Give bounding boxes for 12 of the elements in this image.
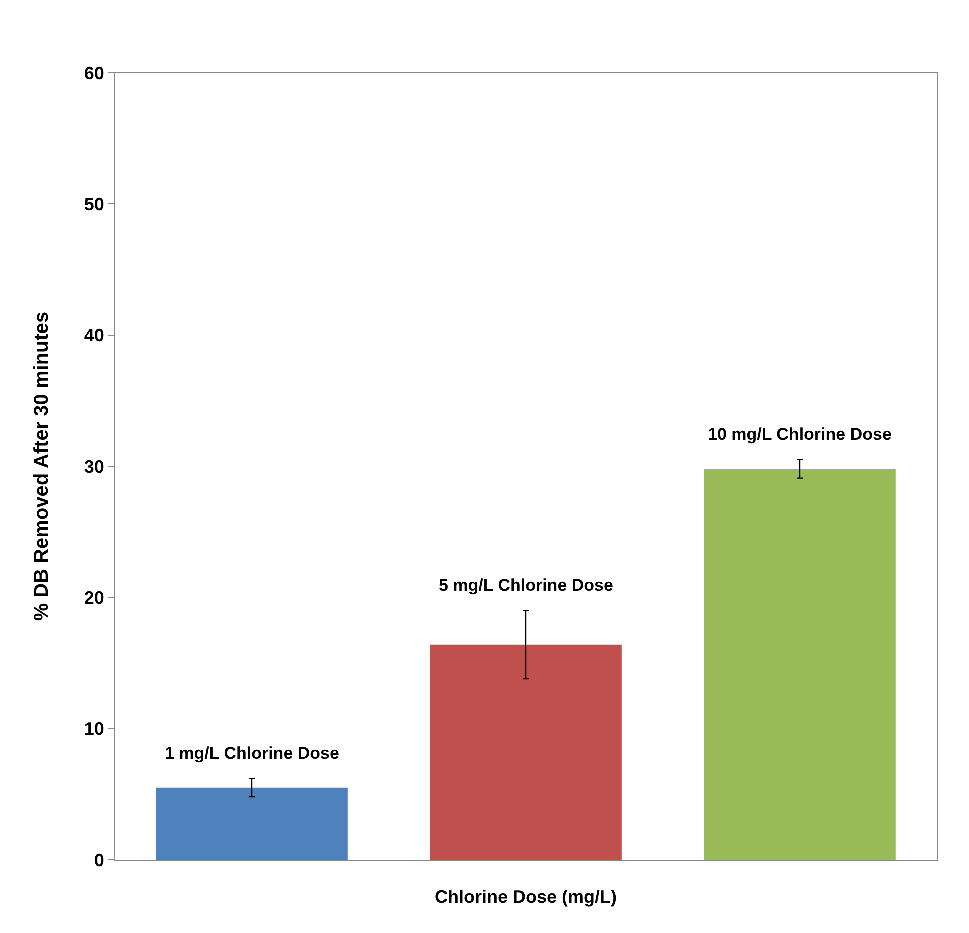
y-tick-label: 30 — [84, 456, 104, 477]
y-tick-label: 40 — [84, 326, 104, 346]
y-axis-title: % DB Removed After 30 minutes — [30, 312, 53, 622]
y-tick-label: 50 — [84, 194, 104, 214]
x-axis-title: Chlorine Dose (mg/L) — [434, 887, 618, 908]
y-tick-label: 0 — [94, 850, 104, 870]
y-tick-label: 20 — [84, 588, 104, 608]
y-tick-label: 10 — [84, 719, 104, 740]
y-tick-label: 60 — [84, 63, 104, 84]
text: 5 mg/L Chlorine Dose — [439, 576, 614, 595]
series-label: 1 mg/L Chlorine Dose — [165, 744, 340, 763]
series-label: 10 mg/L Chlorine Dose — [708, 425, 892, 444]
